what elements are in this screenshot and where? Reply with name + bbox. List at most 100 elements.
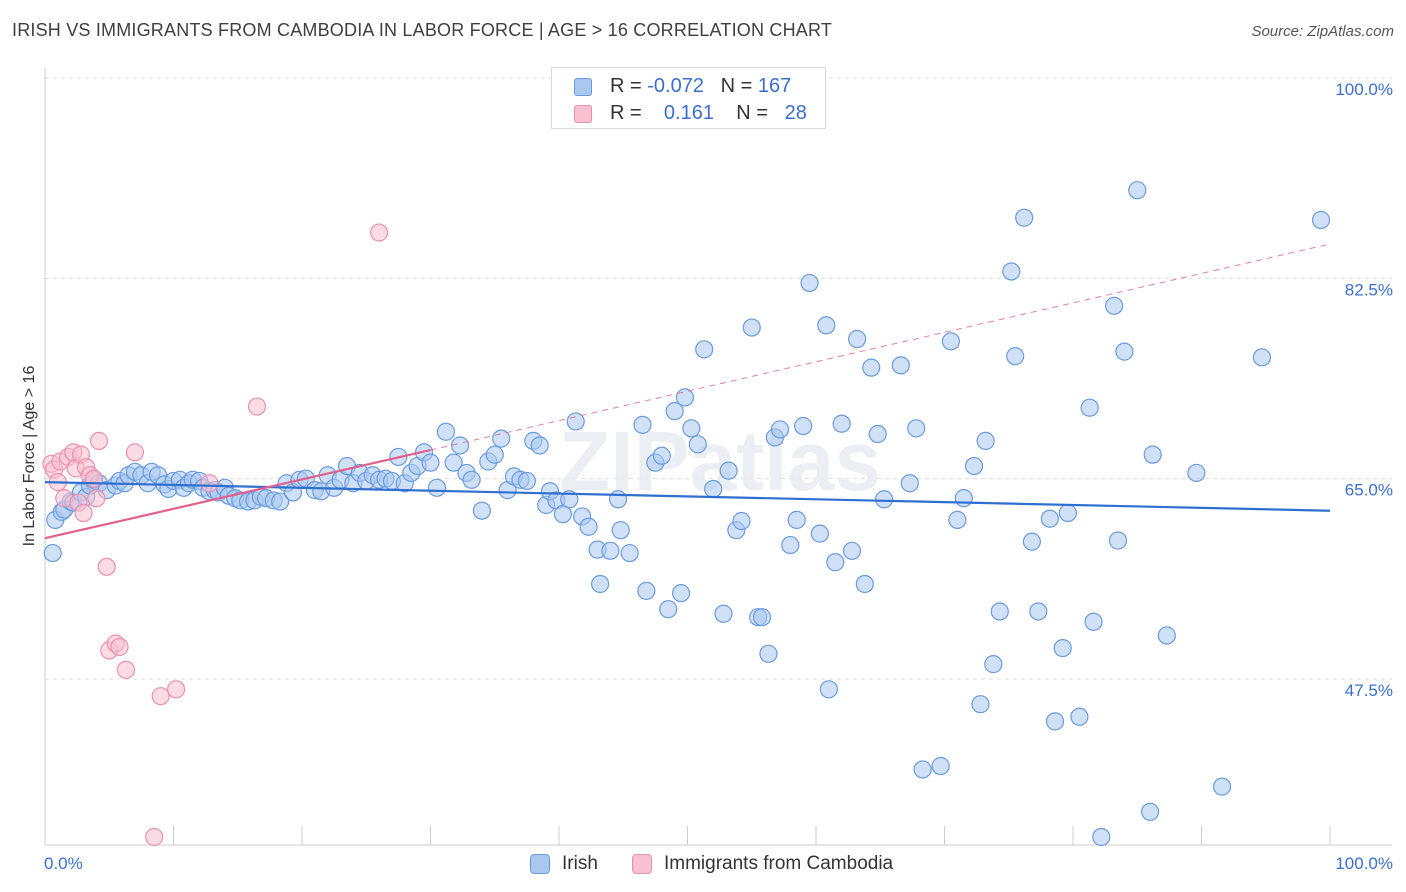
irish-point <box>787 510 806 529</box>
irish-point <box>675 388 695 407</box>
irish-point <box>1002 262 1021 281</box>
irish-point <box>637 581 656 600</box>
cambodia-trend-line <box>44 448 431 540</box>
r-label: R = <box>610 102 648 124</box>
cambodia-point <box>200 474 219 493</box>
irish-point <box>1022 532 1041 551</box>
n-value: 28 <box>784 102 807 124</box>
y-tick-label: 47.5% <box>1345 681 1393 700</box>
irish-point <box>1157 626 1176 645</box>
chart-title: IRISH VS IMMIGRANTS FROM CAMBODIA IN LAB… <box>12 20 833 40</box>
x-tick-label: 0.0% <box>44 854 83 873</box>
irish-point <box>704 479 723 499</box>
irish-point <box>611 521 630 540</box>
cambodia-point <box>125 443 145 462</box>
irish-point <box>984 655 1003 674</box>
irish-point <box>450 436 470 455</box>
irish-point <box>43 543 62 563</box>
r-value: 0.161 <box>663 102 714 124</box>
irish-point <box>591 574 610 594</box>
y-tick-label: 82.5% <box>1345 280 1393 299</box>
cambodia-swatch <box>632 854 652 874</box>
irish-point <box>1187 463 1206 483</box>
irish-point <box>271 492 290 511</box>
irish-point <box>714 604 733 623</box>
cambodia-swatch <box>574 105 592 123</box>
irish-point <box>620 543 639 563</box>
y-tick-label: 100.0% <box>1335 80 1393 99</box>
cambodia-point <box>89 431 109 450</box>
irish-point <box>719 461 738 480</box>
n-label: N = <box>736 102 774 124</box>
irish-point <box>659 600 678 619</box>
cambodia-point <box>151 687 170 706</box>
cambodia-point <box>84 469 103 488</box>
irish-point <box>817 316 836 335</box>
legend-text-cambodia: R = 0.161 N = 28 <box>610 102 807 125</box>
irish-point <box>1143 445 1162 464</box>
irish-point <box>1045 712 1065 731</box>
irish-point <box>759 644 778 663</box>
grid-lines <box>45 77 1392 680</box>
irish-point <box>1040 509 1059 528</box>
irish-point <box>601 541 620 560</box>
irish-point <box>732 511 751 531</box>
tick-labels: 100.0% 82.5% 65.0% 47.5% 0.0% 100.0% <box>44 80 1393 873</box>
irish-point <box>832 414 851 433</box>
irish-point <box>444 453 463 472</box>
irish-point <box>1080 398 1099 417</box>
irish-point <box>794 416 813 436</box>
irish-point <box>900 474 919 493</box>
irish-point <box>954 489 973 508</box>
irish-point <box>1058 503 1077 523</box>
cambodia-point <box>370 223 389 242</box>
correlation-legend: R = -0.072 N = 167 R = 0.161 N = 28 <box>551 67 826 129</box>
irish-point <box>472 501 491 520</box>
irish-point <box>462 470 481 489</box>
irish-point <box>1212 777 1232 796</box>
irish-point <box>695 340 714 359</box>
cambodia-point <box>166 680 186 699</box>
source-credit: Source: ZipAtlas.com <box>1251 23 1394 40</box>
irish-point <box>941 332 961 351</box>
irish-point <box>826 553 845 572</box>
irish-point <box>688 435 707 454</box>
irish-point <box>530 436 549 455</box>
irish-point <box>990 602 1009 621</box>
irish-point <box>948 510 967 529</box>
irish-point <box>1140 802 1160 821</box>
irish-point <box>485 445 504 464</box>
cambodia-point <box>97 557 116 576</box>
irish-points <box>43 181 1331 847</box>
irish-point <box>560 490 579 509</box>
irish-point <box>1108 531 1128 550</box>
r-value: -0.072 <box>647 75 704 97</box>
irish-point <box>1252 348 1271 367</box>
irish-point <box>665 402 684 421</box>
irish-point <box>1029 602 1048 621</box>
cambodia-point <box>116 660 136 679</box>
irish-point <box>819 680 838 699</box>
n-label: N = <box>720 75 758 97</box>
irish-point <box>810 524 829 543</box>
irish-point <box>1015 208 1034 227</box>
irish-point <box>964 456 984 476</box>
cambodia-point <box>110 637 129 657</box>
irish-point <box>752 608 772 627</box>
irish-point <box>907 419 926 438</box>
irish-trend-line <box>44 481 1331 512</box>
cambodia-point <box>247 397 267 416</box>
irish-point <box>931 756 950 776</box>
irish-point <box>855 574 874 594</box>
cambodia-point <box>74 503 93 523</box>
y-tick-label: 65.0% <box>1345 481 1393 500</box>
n-value: 167 <box>757 75 792 97</box>
irish-point <box>1053 638 1072 658</box>
irish-swatch <box>574 78 592 96</box>
irish-point <box>421 453 440 472</box>
irish-point <box>633 415 652 434</box>
irish-point <box>1105 296 1124 315</box>
irish-point <box>971 695 990 714</box>
irish-point <box>1092 827 1111 847</box>
